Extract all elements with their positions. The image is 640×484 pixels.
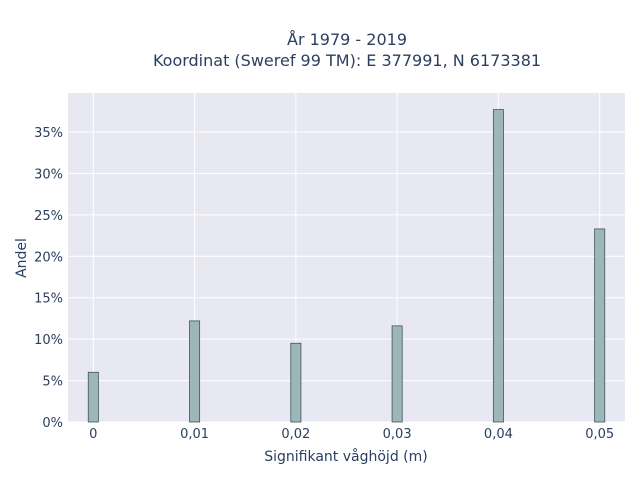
bar: [492, 109, 504, 423]
y-tick-label: 25%: [34, 209, 63, 224]
x-tick-label: 0,03: [383, 427, 412, 442]
y-tick-label: 30%: [34, 167, 63, 182]
bar: [594, 228, 606, 423]
plot-area: [68, 93, 625, 422]
y-tick-label: 15%: [34, 292, 63, 307]
bar: [189, 320, 201, 423]
tick-layer: 0% 5% 10% 15% 20% 25% 30% 35% 0 0,01 0,02 0,03 0,04 0…: [34, 126, 614, 442]
chart-title-line1: År 1979 - 2019: [287, 30, 407, 49]
bar: [87, 371, 99, 423]
x-tick-label: 0,04: [484, 427, 513, 442]
x-tick-label: 0,05: [585, 427, 614, 442]
y-tick-label: 35%: [34, 126, 63, 141]
y-tick-label: 5%: [42, 375, 63, 390]
bar: [391, 325, 403, 423]
x-tick-label: 0,02: [281, 427, 310, 442]
y-tick-label: 0%: [42, 416, 63, 431]
bar: [290, 342, 302, 423]
chart-title-line2: Koordinat (Sweref 99 TM): E 377991, N 61…: [153, 51, 541, 70]
y-tick-label: 20%: [34, 250, 63, 265]
x-tick-label: 0: [89, 427, 97, 442]
y-axis-title: Andel: [14, 238, 30, 278]
y-tick-label: 10%: [34, 333, 63, 348]
x-axis-title: Signifikant våghöjd (m): [264, 448, 427, 465]
x-tick-label: 0,01: [180, 427, 209, 442]
bar-layer: [87, 109, 606, 423]
